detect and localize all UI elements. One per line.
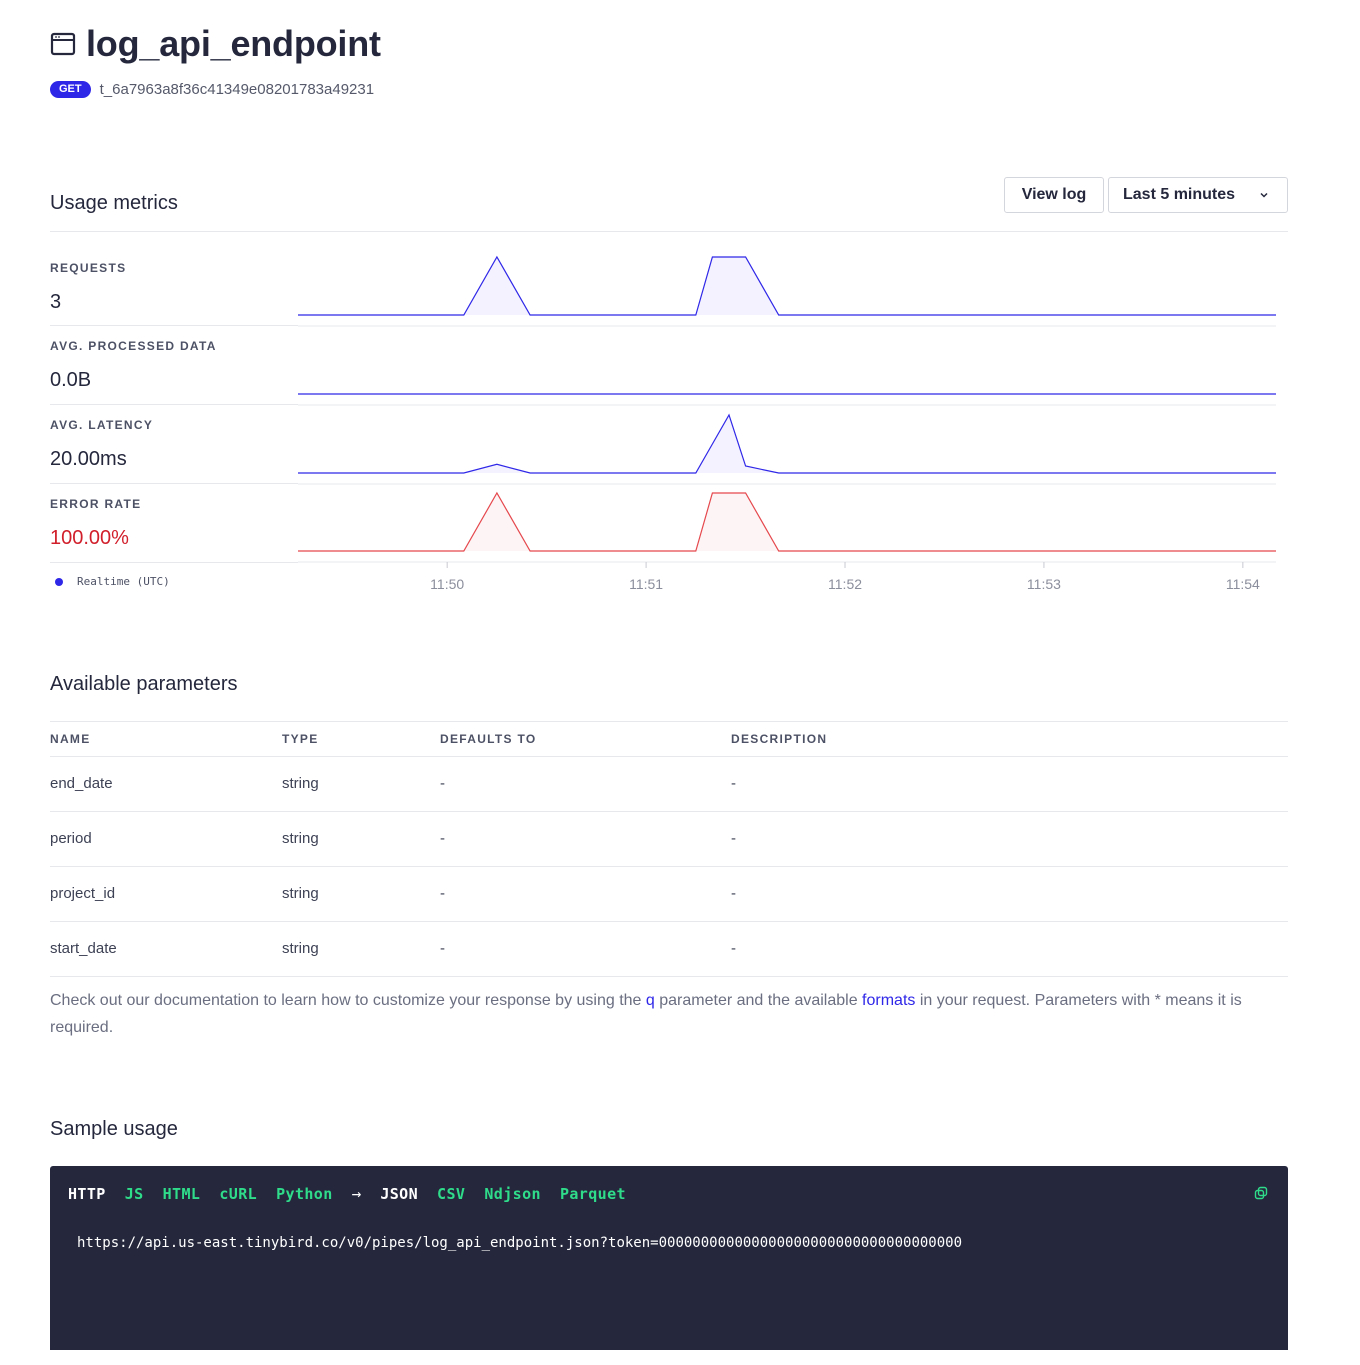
tab-js[interactable]: JS xyxy=(124,1184,144,1203)
col-header-name: NAME xyxy=(50,732,91,746)
x-tick-label: 11:54 xyxy=(1226,576,1260,592)
tab-python[interactable]: Python xyxy=(276,1184,333,1203)
metrics-divider xyxy=(50,231,1288,232)
param-description: - xyxy=(731,775,736,792)
row-divider xyxy=(50,811,1288,812)
param-name: end_date xyxy=(50,775,113,792)
sample-url[interactable]: https://api.us-east.tinybird.co/v0/pipes… xyxy=(77,1235,963,1251)
metric-value-latency: 20.00ms xyxy=(50,448,127,470)
series-line-2 xyxy=(298,413,1276,474)
param-type: string xyxy=(282,885,319,902)
metric-separator xyxy=(50,562,298,563)
param-description: - xyxy=(731,885,736,902)
metric-label-error-rate: ERROR RATE xyxy=(50,497,142,511)
params-divider xyxy=(50,721,1288,722)
tab-http[interactable]: HTTP xyxy=(68,1184,106,1203)
page-title: log_api_endpoint xyxy=(86,23,381,64)
param-description: - xyxy=(731,940,736,957)
note-text: in your request. Parameters with * means… xyxy=(50,992,1242,1036)
x-tick-label: 11:52 xyxy=(828,576,862,592)
parameters-note: Check out our documentation to learn how… xyxy=(50,987,1290,1041)
note-text: parameter and the available xyxy=(654,992,863,1009)
series-area-3 xyxy=(298,493,1276,551)
metric-label-requests: REQUESTS xyxy=(50,261,127,275)
formats-link[interactable]: formats xyxy=(862,992,916,1009)
code-tabs: HTTP JS HTML cURL Python → JSON CSV Ndjs… xyxy=(68,1184,645,1203)
metric-value-processed: 0.0B xyxy=(50,369,92,391)
tab-ndjson[interactable]: Ndjson xyxy=(484,1184,541,1203)
row-divider xyxy=(50,976,1288,977)
tab-parquet[interactable]: Parquet xyxy=(559,1184,626,1203)
row-divider xyxy=(50,921,1288,922)
metric-value-requests: 3 xyxy=(50,291,62,313)
param-description: - xyxy=(731,830,736,847)
q-link[interactable]: q xyxy=(645,992,655,1009)
tab-curl[interactable]: cURL xyxy=(219,1184,258,1203)
window-icon xyxy=(50,32,76,56)
chevron-down-icon xyxy=(1260,192,1268,198)
code-block: HTTP JS HTML cURL Python → JSON CSV Ndjs… xyxy=(50,1166,1288,1350)
token-id: t_6a7963a8f36c41349e08201783a49231 xyxy=(99,81,375,98)
col-header-description: DESCRIPTION xyxy=(731,732,828,746)
view-log-button[interactable]: View log xyxy=(1004,177,1104,213)
legend-dot xyxy=(55,577,63,586)
metric-separator xyxy=(50,483,298,484)
metric-label-latency: AVG. LATENCY xyxy=(50,418,154,432)
col-header-defaults: DEFAULTS TO xyxy=(440,732,537,746)
endpoint-meta: GET t_6a7963a8f36c41349e08201783a49231 xyxy=(50,81,374,98)
time-range-label: Last 5 minutes xyxy=(1123,186,1236,203)
x-tick-label: 11:51 xyxy=(629,576,663,592)
param-name: period xyxy=(50,830,92,847)
series-area-0 xyxy=(298,257,1276,315)
x-tick-label: 11:53 xyxy=(1027,576,1061,592)
param-type: string xyxy=(282,830,319,847)
param-name: start_date xyxy=(50,940,117,957)
time-range-select[interactable]: Last 5 minutes xyxy=(1108,177,1288,213)
parameters-title: Available parameters xyxy=(50,673,238,695)
tab-html[interactable]: HTML xyxy=(162,1184,201,1203)
method-badge: GET xyxy=(50,81,91,98)
param-type: string xyxy=(282,775,319,792)
arrow-right-icon: → xyxy=(351,1184,362,1203)
metric-value-error-rate: 100.00% xyxy=(50,527,129,549)
series-area-2 xyxy=(298,415,1276,473)
copy-icon[interactable] xyxy=(1254,1186,1268,1200)
series-line-3 xyxy=(298,491,1276,552)
col-header-type: TYPE xyxy=(282,732,319,746)
param-default: - xyxy=(440,940,445,957)
usage-metrics-title: Usage metrics xyxy=(50,192,178,214)
x-tick-label: 11:50 xyxy=(430,576,464,592)
series-line-0 xyxy=(298,255,1276,316)
tab-json[interactable]: JSON xyxy=(380,1184,419,1203)
usage-chart: 11:50 11:51 11:52 11:53 11:54 xyxy=(298,255,1276,592)
metric-separator xyxy=(50,325,298,326)
row-divider xyxy=(50,866,1288,867)
param-default: - xyxy=(440,775,445,792)
param-default: - xyxy=(440,885,445,902)
title-row: log_api_endpoint xyxy=(50,23,381,64)
param-name: project_id xyxy=(50,885,116,902)
metric-separator xyxy=(50,404,298,405)
tab-csv[interactable]: CSV xyxy=(437,1184,466,1203)
metric-label-processed: AVG. PROCESSED DATA xyxy=(50,339,217,353)
sample-usage-title: Sample usage xyxy=(50,1118,178,1140)
chart-legend: Realtime (UTC) xyxy=(55,575,170,588)
legend-label: Realtime (UTC) xyxy=(77,575,170,588)
param-default: - xyxy=(440,830,445,847)
row-divider xyxy=(50,756,1288,757)
note-text: Check out our documentation to learn how… xyxy=(50,992,646,1009)
param-type: string xyxy=(282,940,319,957)
